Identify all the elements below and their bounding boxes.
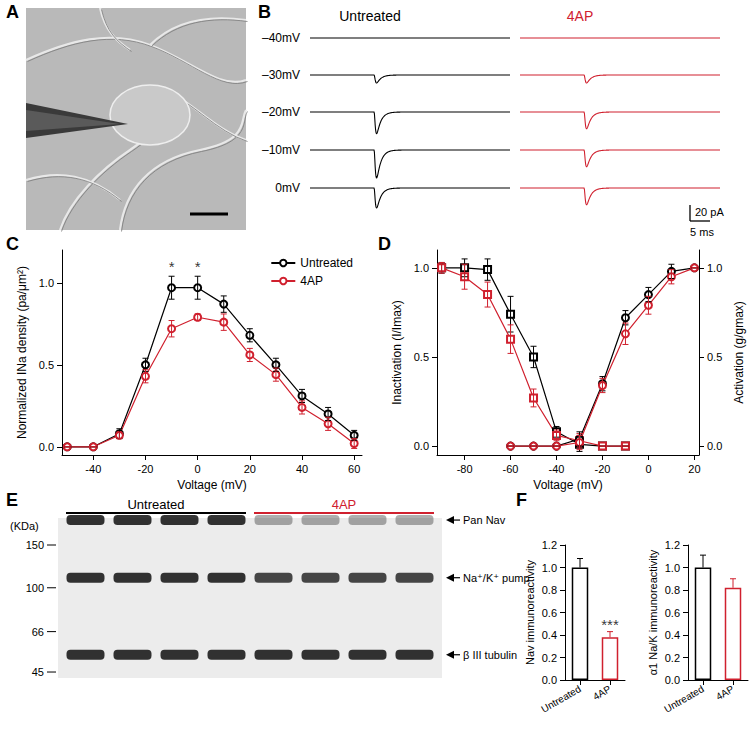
svg-text:0.0: 0.0 (665, 674, 680, 686)
svg-text:100: 100 (26, 582, 44, 594)
svg-text:Untreated: Untreated (662, 683, 705, 714)
svg-text:β III tubulin: β III tubulin (463, 649, 517, 661)
svg-text:0.6: 0.6 (542, 607, 557, 619)
svg-text:0.6: 0.6 (665, 607, 680, 619)
svg-text:Inactivation (I/Imax): Inactivation (I/Imax) (390, 300, 404, 405)
svg-text:***: *** (601, 616, 619, 633)
svg-text:0.2: 0.2 (665, 652, 680, 664)
svg-text:Nav immunoreactivity: Nav immunoreactivity (524, 559, 536, 665)
svg-text:0.4: 0.4 (542, 629, 557, 641)
svg-text:-40: -40 (549, 463, 565, 475)
svg-text:1.0: 1.0 (414, 262, 429, 274)
svg-text:Untreated: Untreated (539, 683, 582, 714)
svg-text:40: 40 (296, 463, 308, 475)
svg-text:0: 0 (645, 463, 651, 475)
svg-text:1.2: 1.2 (665, 539, 680, 551)
svg-text:Normalized INa density (pa/μm²: Normalized INa density (pa/μm²) (15, 266, 29, 439)
svg-text:Na⁺/K⁺ pump: Na⁺/K⁺ pump (463, 572, 530, 584)
svg-text:45: 45 (32, 666, 44, 678)
svg-text:-20: -20 (595, 463, 611, 475)
svg-text:20: 20 (244, 463, 256, 475)
svg-text:*: * (169, 258, 175, 275)
svg-text:0.8: 0.8 (542, 584, 557, 596)
svg-text:0.5: 0.5 (414, 351, 429, 363)
svg-text:C: C (6, 234, 19, 254)
svg-text:0mV: 0mV (275, 181, 300, 195)
svg-text:1.2: 1.2 (542, 539, 557, 551)
svg-text:20: 20 (688, 463, 700, 475)
svg-text:66: 66 (32, 626, 44, 638)
svg-text:α1 Na/K immunoreactivity: α1 Na/K immunoreactivity (647, 549, 659, 675)
svg-text:F: F (516, 490, 527, 510)
svg-text:Activation (g/gmax): Activation (g/gmax) (732, 301, 746, 404)
svg-text:0.0: 0.0 (542, 674, 557, 686)
svg-text:0.0: 0.0 (39, 441, 54, 453)
svg-text:-80: -80 (457, 463, 473, 475)
svg-text:Untreated: Untreated (127, 497, 184, 512)
svg-text:Voltage (mV): Voltage (mV) (533, 478, 602, 492)
svg-text:0.8: 0.8 (665, 584, 680, 596)
svg-text:0.4: 0.4 (665, 629, 680, 641)
svg-text:1.0: 1.0 (39, 277, 54, 289)
svg-text:0.2: 0.2 (542, 652, 557, 664)
svg-text:5 ms: 5 ms (690, 226, 714, 238)
svg-text:–10mV: –10mV (262, 143, 300, 157)
svg-text:4AP: 4AP (300, 274, 323, 288)
svg-text:0.5: 0.5 (39, 359, 54, 371)
svg-text:4AP: 4AP (567, 8, 593, 24)
svg-text:20 pA: 20 pA (695, 206, 724, 218)
svg-text:(KDa): (KDa) (10, 520, 39, 532)
svg-text:0.5: 0.5 (707, 351, 722, 363)
svg-text:150: 150 (26, 539, 44, 551)
svg-text:D: D (378, 234, 391, 254)
svg-text:1.0: 1.0 (665, 562, 680, 574)
svg-text:A: A (6, 2, 19, 22)
svg-text:–40mV: –40mV (262, 31, 300, 45)
svg-text:0.0: 0.0 (707, 440, 722, 452)
svg-text:1.0: 1.0 (707, 262, 722, 274)
svg-text:–30mV: –30mV (262, 68, 300, 82)
svg-text:Voltage (mV): Voltage (mV) (177, 478, 246, 492)
svg-text:4AP: 4AP (591, 683, 613, 702)
svg-text:0.0: 0.0 (414, 440, 429, 452)
svg-text:B: B (258, 2, 271, 22)
svg-text:4AP: 4AP (714, 683, 736, 702)
svg-text:60: 60 (348, 463, 360, 475)
svg-text:-40: -40 (85, 463, 101, 475)
svg-text:0: 0 (195, 463, 201, 475)
svg-text:-60: -60 (503, 463, 519, 475)
svg-text:*: * (195, 258, 201, 275)
svg-text:4AP: 4AP (332, 497, 357, 512)
svg-text:Untreated: Untreated (300, 256, 353, 270)
svg-text:Untreated: Untreated (339, 8, 400, 24)
svg-text:Pan Nav: Pan Nav (463, 514, 506, 526)
svg-text:–20mV: –20mV (262, 105, 300, 119)
svg-text:-20: -20 (138, 463, 154, 475)
svg-text:1.0: 1.0 (542, 562, 557, 574)
svg-text:E: E (6, 490, 18, 510)
